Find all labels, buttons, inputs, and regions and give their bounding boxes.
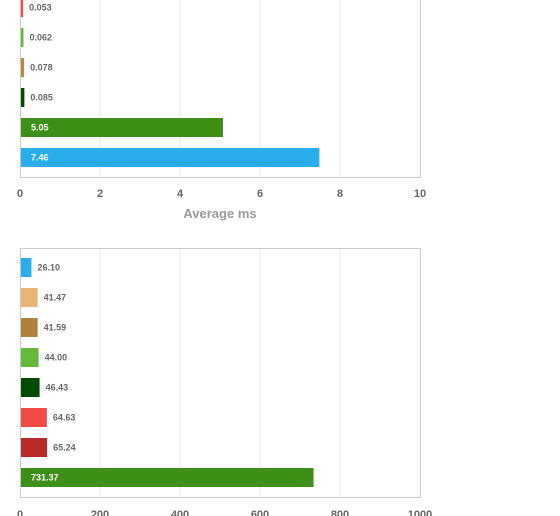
bar-value-label: 0.085 bbox=[30, 93, 53, 103]
bar-value-label: 41.47 bbox=[44, 293, 67, 303]
bar bbox=[21, 88, 25, 107]
bar-value-label: 7.46 bbox=[31, 153, 49, 163]
bar bbox=[21, 148, 320, 167]
chart-1: 0 2 4 6 8 10 0.053 0.062 0.078 0.085 5.05 7.46 Avera… bbox=[17, 0, 426, 221]
bar bbox=[21, 258, 32, 277]
bar-value-label: 41.59 bbox=[44, 323, 67, 333]
bar bbox=[21, 468, 314, 487]
bar bbox=[21, 118, 223, 137]
x-tick-label: 1000 bbox=[408, 509, 432, 516]
bar-value-label: 46.43 bbox=[46, 383, 69, 393]
x-tick-label: 6 bbox=[257, 188, 263, 200]
bar bbox=[21, 288, 38, 307]
bar bbox=[21, 0, 24, 17]
bar bbox=[21, 438, 48, 457]
bar-value-label: 0.062 bbox=[29, 33, 52, 43]
x-tick-label: 10 bbox=[414, 188, 426, 200]
x-tick-label: 0 bbox=[17, 509, 23, 516]
x-tick-label: 800 bbox=[331, 509, 349, 516]
x-tick-label: 600 bbox=[251, 509, 269, 516]
bar-value-label: 5.05 bbox=[31, 123, 49, 133]
bar-value-label: 44.00 bbox=[45, 353, 68, 363]
bar-value-label: 26.10 bbox=[37, 263, 60, 273]
chart-2: 0 200 400 600 800 1000 26.10 41.47 41.59 44.00 46.… bbox=[17, 248, 432, 516]
x-tick-label: 8 bbox=[337, 188, 343, 200]
bar bbox=[21, 28, 24, 47]
bar-value-label: 0.078 bbox=[30, 63, 53, 73]
x-tick-label: 400 bbox=[171, 509, 189, 516]
bar bbox=[21, 378, 40, 397]
plot-frame bbox=[20, 248, 421, 498]
x-tick-label: 4 bbox=[177, 188, 184, 200]
x-tick-label: 0 bbox=[17, 188, 23, 200]
x-tick-label: 2 bbox=[97, 188, 103, 200]
bar-value-label: 731.37 bbox=[31, 473, 59, 483]
bar-value-label: 0.053 bbox=[29, 3, 52, 13]
bar bbox=[21, 318, 38, 337]
bar bbox=[21, 408, 47, 427]
x-tick-label: 200 bbox=[91, 509, 109, 516]
plot-frame bbox=[20, 0, 421, 178]
bar bbox=[21, 58, 25, 77]
bar-value-label: 65.24 bbox=[53, 443, 76, 453]
bar bbox=[21, 348, 39, 367]
x-axis-title: Average ms bbox=[183, 206, 256, 221]
bar-value-label: 64.63 bbox=[53, 413, 76, 423]
